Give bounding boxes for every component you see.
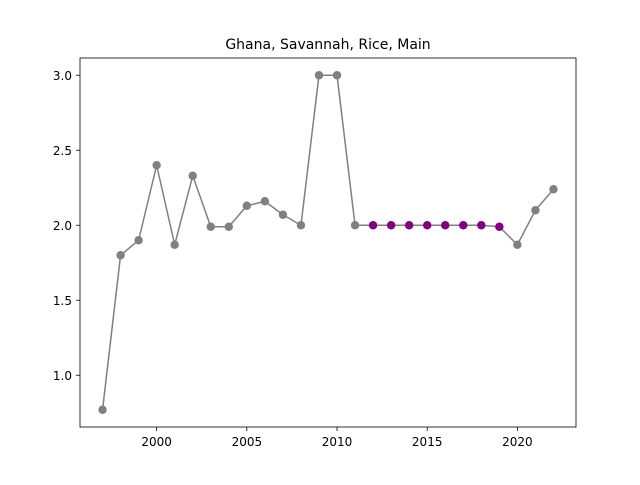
- data-point: [296, 221, 306, 230]
- data-point: [188, 171, 197, 180]
- data-point: [459, 221, 468, 230]
- data-point: [477, 221, 486, 230]
- y-tick-label: 2.5: [53, 144, 72, 158]
- data-point: [513, 240, 522, 249]
- data-point: [170, 240, 179, 249]
- data-point: [134, 236, 143, 245]
- y-tick-label: 1.0: [53, 369, 72, 383]
- data-point: [495, 222, 504, 231]
- data-point: [441, 221, 450, 230]
- data-point: [206, 222, 215, 231]
- data-point: [404, 221, 414, 230]
- x-tick-label: 2010: [322, 435, 353, 449]
- data-point: [242, 201, 252, 210]
- data-point: [423, 221, 432, 230]
- data-point: [224, 222, 233, 231]
- plot-frame: [79, 57, 577, 428]
- data-point: [260, 197, 270, 206]
- x-tick-label: 2015: [412, 435, 443, 449]
- data-point: [350, 221, 360, 230]
- y-tick-label: 2.0: [53, 219, 72, 233]
- x-tick-label: 2000: [141, 435, 172, 449]
- chart-title: Ghana, Savannah, Rice, Main: [225, 37, 430, 53]
- data-point: [332, 71, 342, 80]
- data-point: [98, 405, 107, 414]
- data-point: [152, 161, 161, 170]
- y-tick-label: 3.0: [53, 69, 72, 83]
- data-point: [314, 71, 324, 80]
- x-tick-label: 2005: [232, 435, 263, 449]
- chart-marks: [98, 71, 558, 414]
- x-tick-label: 2020: [502, 435, 533, 449]
- data-point: [386, 221, 396, 230]
- data-point: [278, 210, 288, 219]
- y-tick-label: 1.5: [53, 294, 72, 308]
- data-point: [368, 221, 378, 230]
- data-point: [549, 185, 558, 194]
- chart-axes: 2000 2005 2010 2015 2020 1.0 1.5 2.0 2.5 3.0: [53, 57, 577, 449]
- data-point: [531, 206, 540, 215]
- data-point: [116, 251, 125, 260]
